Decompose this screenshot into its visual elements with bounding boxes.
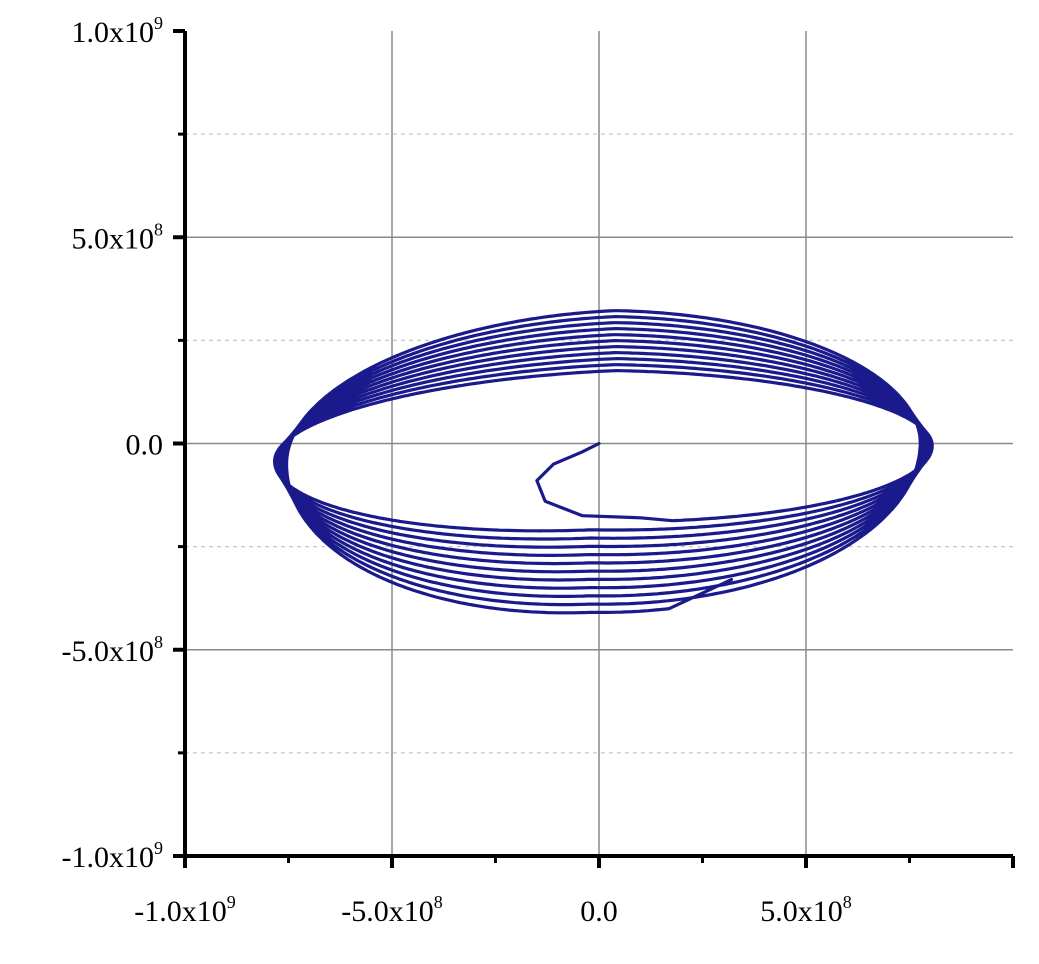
y-tick-label: -5.0x108 xyxy=(62,632,164,668)
y-tick-label: 5.0x108 xyxy=(72,219,164,255)
y-tick-label: 0.0 xyxy=(126,429,164,462)
x-tick-label: -1.0x109 xyxy=(134,892,236,928)
x-tick-label: -5.0x108 xyxy=(341,892,443,928)
x-tick-label: 0.0 xyxy=(580,895,618,928)
y-tick-label: -1.0x109 xyxy=(62,838,164,874)
y-tick-label: 1.0x109 xyxy=(72,13,164,49)
tick-labels: -1.0x109 -5.0x108 0.0 5.0x108 1.0x109 -1.0x10… xyxy=(62,13,852,928)
grid xyxy=(185,31,1013,856)
trajectory-line xyxy=(273,309,934,615)
x-tick-label: 5.0x108 xyxy=(760,892,852,928)
series-layer xyxy=(273,309,934,615)
axes xyxy=(173,29,1015,868)
